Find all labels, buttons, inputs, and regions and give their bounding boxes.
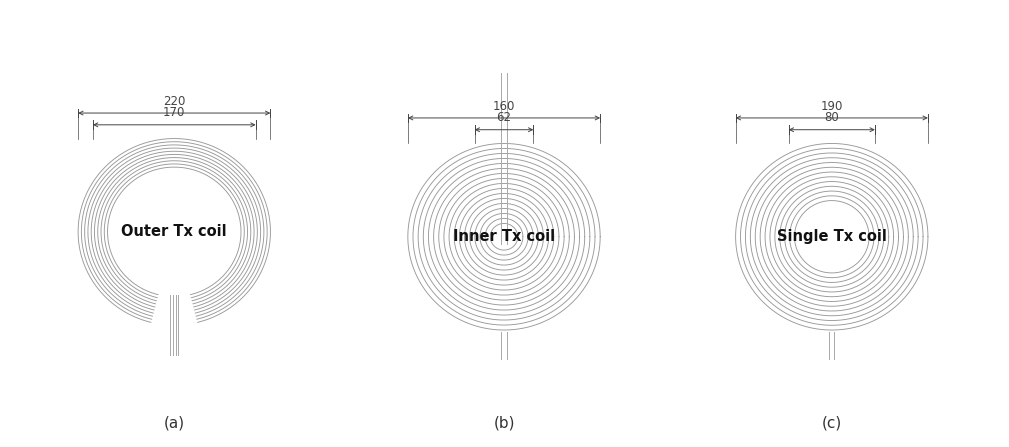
Text: Single Tx coil: Single Tx coil (777, 229, 887, 244)
Text: 62: 62 (496, 111, 512, 124)
Text: 160: 160 (492, 100, 516, 113)
Text: (b): (b) (493, 416, 515, 431)
Text: (c): (c) (821, 416, 842, 431)
Text: 220: 220 (163, 95, 186, 108)
Text: 170: 170 (163, 106, 186, 119)
Text: Inner Tx coil: Inner Tx coil (453, 229, 555, 244)
Text: 190: 190 (820, 100, 843, 113)
Text: (a): (a) (163, 416, 185, 431)
Text: 80: 80 (824, 111, 839, 124)
Text: Outer Tx coil: Outer Tx coil (121, 224, 227, 239)
